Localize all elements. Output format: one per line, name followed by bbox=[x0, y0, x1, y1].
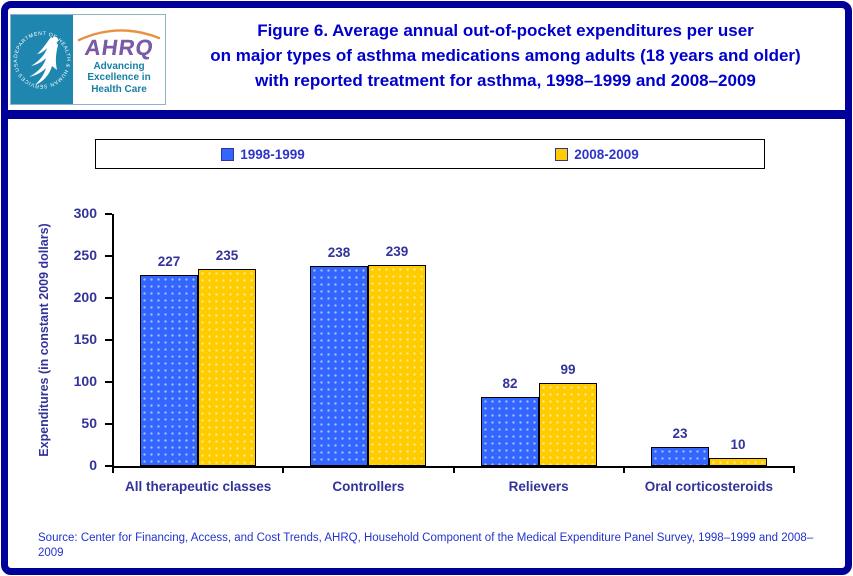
y-tick-label: 200 bbox=[73, 289, 97, 305]
bar-1998-1999-Relievers bbox=[481, 397, 539, 466]
bar-1998-1999-Oral corticosteroids bbox=[651, 447, 709, 466]
bar-2008-2009-Relievers bbox=[539, 383, 597, 466]
tagline-line-3: Health Care bbox=[91, 83, 147, 95]
legend-item-2008-2009: 2008-2009 bbox=[430, 147, 764, 162]
category-label: Relievers bbox=[508, 479, 569, 494]
x-tick bbox=[793, 466, 795, 473]
bar-value-label: 235 bbox=[215, 248, 239, 263]
bar-2008-2009-All therapeutic classes bbox=[198, 269, 256, 466]
y-tick-label: 150 bbox=[73, 331, 97, 347]
bar-1998-1999-All therapeutic classes bbox=[140, 275, 198, 466]
bar-2008-2009-Oral corticosteroids bbox=[709, 458, 767, 466]
bar-value-label: 99 bbox=[560, 362, 576, 377]
figure-title-line-3: with reported treatment for asthma, 1998… bbox=[255, 71, 756, 90]
figure-title: Figure 6. Average annual out-of-pocket e… bbox=[170, 18, 841, 93]
tagline-line-1: Advancing bbox=[93, 60, 145, 72]
y-tick-label: 100 bbox=[73, 373, 97, 389]
category-label: Oral corticosteroids bbox=[644, 479, 774, 494]
y-axis-line bbox=[112, 214, 114, 466]
legend-label: 2008-2009 bbox=[574, 146, 639, 162]
y-tick bbox=[105, 465, 112, 467]
bar-1998-1999-Controllers bbox=[310, 266, 368, 466]
ahrq-tagline: Advancing Excellence in Health Care bbox=[87, 61, 150, 96]
y-tick-label: 300 bbox=[73, 205, 97, 221]
y-tick bbox=[105, 423, 112, 425]
bar-2008-2009-Controllers bbox=[368, 265, 426, 466]
bar-value-label: 82 bbox=[502, 376, 518, 391]
source-note: Source: Center for Financing, Access, an… bbox=[38, 532, 814, 559]
tagline-line-2: Excellence in bbox=[87, 72, 151, 84]
bar-value-label: 10 bbox=[730, 437, 746, 452]
bar-value-label: 227 bbox=[157, 254, 181, 269]
x-tick bbox=[282, 466, 285, 473]
y-axis-title: Expenditures (in constant 2009 dollars) bbox=[37, 223, 51, 457]
bar-value-label: 23 bbox=[672, 426, 688, 441]
y-tick bbox=[105, 339, 112, 341]
legend-swatch-icon bbox=[555, 147, 569, 161]
x-tick bbox=[452, 466, 455, 473]
legend-swatch-icon bbox=[221, 147, 235, 161]
legend-item-1998-1999: 1998-1999 bbox=[96, 147, 430, 162]
category-label: All therapeutic classes bbox=[124, 479, 272, 494]
header-divider bbox=[6, 110, 847, 119]
y-tick-label: 250 bbox=[73, 247, 97, 263]
category-label: Controllers bbox=[332, 479, 405, 494]
hhs-seal-icon: DEPARTMENT OF HEALTH & HUMAN SERVICES US… bbox=[11, 15, 73, 104]
y-tick bbox=[105, 255, 112, 257]
figure-title-line-1: Figure 6. Average annual out-of-pocket e… bbox=[257, 21, 754, 40]
ahrq-logo-right: AHRQ Advancing Excellence in Health Care bbox=[73, 15, 165, 104]
x-tick bbox=[112, 466, 114, 473]
bar-value-label: 239 bbox=[385, 244, 409, 259]
y-tick bbox=[105, 213, 112, 215]
hhs-eagle-icon bbox=[29, 36, 59, 85]
ahrq-logo: DEPARTMENT OF HEALTH & HUMAN SERVICES US… bbox=[10, 14, 166, 105]
chart-legend: 1998-1999 2008-2009 bbox=[95, 139, 765, 169]
y-tick bbox=[105, 381, 112, 383]
y-tick-label: 50 bbox=[81, 415, 97, 431]
x-tick bbox=[622, 466, 625, 473]
legend-label: 1998-1999 bbox=[240, 146, 305, 162]
bar-value-label: 238 bbox=[327, 245, 351, 260]
figure-title-line-2: on major types of asthma medications amo… bbox=[210, 46, 801, 65]
y-tick-label: 0 bbox=[89, 457, 97, 473]
ahrq-arc-icon bbox=[77, 29, 161, 41]
y-tick bbox=[105, 297, 112, 299]
